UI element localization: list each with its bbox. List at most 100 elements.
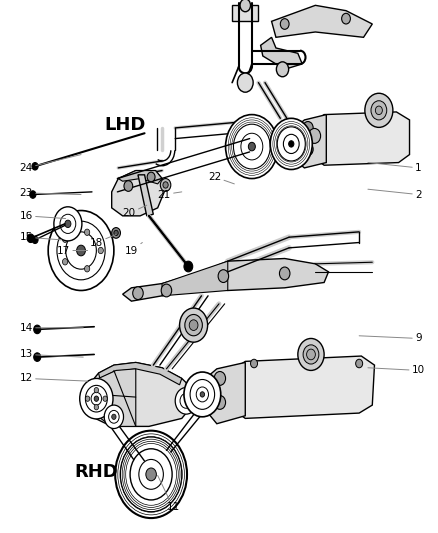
Circle shape — [375, 106, 382, 115]
Circle shape — [27, 234, 34, 243]
Circle shape — [308, 128, 321, 143]
Text: 18: 18 — [90, 235, 116, 247]
Circle shape — [218, 270, 229, 282]
Circle shape — [60, 214, 76, 233]
Text: 2: 2 — [368, 189, 422, 199]
Circle shape — [214, 372, 226, 385]
Text: 10: 10 — [368, 366, 425, 375]
Circle shape — [120, 437, 182, 512]
Circle shape — [77, 245, 85, 256]
Polygon shape — [162, 261, 228, 296]
Polygon shape — [112, 171, 164, 216]
Text: 17: 17 — [57, 246, 88, 255]
Circle shape — [57, 221, 105, 280]
Circle shape — [30, 191, 36, 198]
Text: 20: 20 — [123, 205, 147, 218]
Polygon shape — [201, 259, 328, 290]
Circle shape — [226, 115, 278, 179]
Circle shape — [303, 143, 313, 156]
Polygon shape — [232, 5, 258, 21]
Circle shape — [180, 393, 192, 408]
Circle shape — [356, 359, 363, 368]
Circle shape — [94, 396, 99, 401]
Circle shape — [303, 122, 313, 134]
Circle shape — [233, 124, 270, 169]
Circle shape — [103, 396, 107, 401]
Circle shape — [94, 387, 99, 393]
Text: LHD: LHD — [104, 116, 145, 134]
Text: 22: 22 — [208, 172, 234, 184]
Text: 16: 16 — [20, 211, 66, 221]
Polygon shape — [291, 115, 326, 168]
Circle shape — [190, 379, 215, 409]
Circle shape — [85, 265, 90, 272]
Polygon shape — [313, 112, 410, 165]
Circle shape — [241, 133, 263, 160]
Circle shape — [163, 182, 168, 188]
Circle shape — [66, 232, 96, 269]
Circle shape — [185, 314, 202, 336]
Circle shape — [133, 287, 143, 300]
Circle shape — [115, 431, 187, 518]
Polygon shape — [202, 362, 245, 424]
Circle shape — [32, 163, 38, 170]
Circle shape — [85, 396, 90, 401]
Circle shape — [283, 134, 299, 154]
Circle shape — [98, 247, 103, 254]
Text: 12: 12 — [20, 374, 88, 383]
Polygon shape — [272, 5, 372, 37]
Circle shape — [307, 349, 315, 360]
Circle shape — [180, 308, 208, 342]
Text: 14: 14 — [20, 323, 83, 333]
Text: 23: 23 — [20, 188, 81, 198]
Circle shape — [139, 459, 163, 489]
Circle shape — [184, 372, 221, 417]
Text: 1: 1 — [368, 163, 422, 173]
Circle shape — [32, 236, 38, 244]
Circle shape — [109, 410, 119, 423]
Text: 19: 19 — [125, 243, 142, 255]
Circle shape — [270, 118, 312, 169]
Circle shape — [214, 395, 226, 409]
Circle shape — [104, 405, 124, 429]
Text: 21: 21 — [158, 190, 182, 199]
Circle shape — [63, 236, 68, 243]
Polygon shape — [234, 356, 374, 418]
Circle shape — [289, 141, 294, 147]
Polygon shape — [261, 37, 302, 69]
Circle shape — [147, 172, 155, 182]
Circle shape — [63, 259, 68, 265]
Circle shape — [277, 127, 305, 161]
Text: RHD: RHD — [74, 463, 118, 481]
Polygon shape — [99, 362, 182, 385]
Circle shape — [160, 179, 171, 191]
Circle shape — [342, 13, 350, 24]
Circle shape — [371, 101, 387, 120]
Polygon shape — [85, 362, 193, 426]
Circle shape — [189, 320, 198, 330]
Circle shape — [85, 229, 90, 236]
Circle shape — [130, 449, 172, 500]
Circle shape — [91, 392, 102, 405]
Circle shape — [114, 230, 118, 236]
Text: 13: 13 — [20, 350, 83, 359]
Polygon shape — [99, 369, 136, 426]
Circle shape — [280, 19, 289, 29]
Circle shape — [34, 325, 41, 334]
Circle shape — [65, 220, 71, 228]
Circle shape — [251, 359, 258, 368]
Circle shape — [124, 181, 133, 191]
Circle shape — [112, 414, 116, 419]
Circle shape — [85, 385, 107, 412]
Circle shape — [240, 0, 251, 12]
Circle shape — [200, 392, 205, 397]
Text: 24: 24 — [20, 155, 81, 173]
Circle shape — [175, 387, 197, 414]
Circle shape — [94, 405, 99, 410]
Circle shape — [184, 261, 193, 272]
Circle shape — [279, 267, 290, 280]
Polygon shape — [118, 171, 162, 184]
Circle shape — [54, 207, 82, 241]
Circle shape — [303, 345, 319, 364]
Circle shape — [298, 338, 324, 370]
